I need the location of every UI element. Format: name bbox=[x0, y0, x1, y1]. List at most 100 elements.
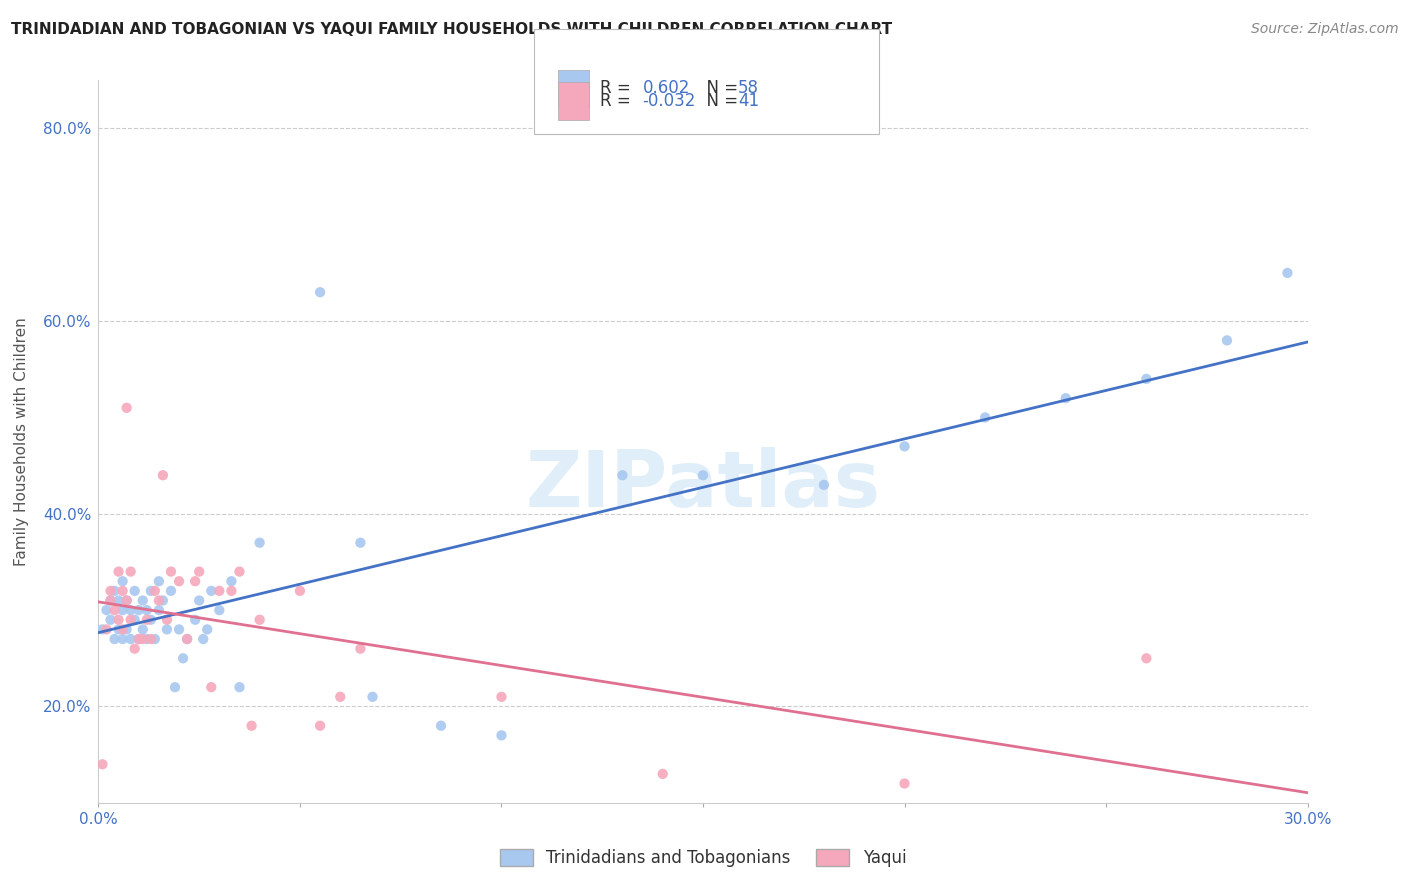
Point bbox=[329, 690, 352, 704]
Point bbox=[193, 632, 215, 646]
Point bbox=[221, 583, 243, 598]
Point bbox=[152, 468, 174, 483]
Point bbox=[228, 680, 250, 694]
Text: N =: N = bbox=[696, 79, 744, 97]
Point bbox=[184, 574, 207, 589]
Point bbox=[107, 623, 129, 637]
Point bbox=[148, 603, 170, 617]
Point bbox=[167, 574, 190, 589]
Point bbox=[612, 468, 634, 483]
Point bbox=[124, 613, 146, 627]
Point bbox=[692, 468, 714, 483]
Point bbox=[349, 641, 371, 656]
Point bbox=[100, 593, 122, 607]
Point bbox=[96, 603, 118, 617]
Text: ZIPatlas: ZIPatlas bbox=[526, 447, 880, 523]
Point bbox=[813, 478, 835, 492]
Point bbox=[148, 593, 170, 607]
Point bbox=[430, 719, 453, 733]
Point bbox=[91, 757, 114, 772]
Point bbox=[135, 603, 157, 617]
Point bbox=[132, 632, 155, 646]
Point bbox=[139, 613, 162, 627]
Point bbox=[115, 593, 138, 607]
Text: 41: 41 bbox=[738, 92, 759, 110]
Point bbox=[176, 632, 198, 646]
Text: 0.602: 0.602 bbox=[643, 79, 690, 97]
Point bbox=[288, 583, 311, 598]
Point bbox=[176, 632, 198, 646]
Text: -0.032: -0.032 bbox=[643, 92, 696, 110]
Point bbox=[128, 632, 150, 646]
Point bbox=[893, 776, 915, 790]
Point bbox=[100, 613, 122, 627]
Point bbox=[124, 583, 146, 598]
Point bbox=[132, 623, 155, 637]
Point bbox=[115, 623, 138, 637]
Point bbox=[491, 728, 513, 742]
Point bbox=[1135, 372, 1157, 386]
Point bbox=[200, 680, 222, 694]
Point bbox=[195, 623, 218, 637]
Point bbox=[208, 603, 231, 617]
Point bbox=[103, 583, 125, 598]
Text: 58: 58 bbox=[738, 79, 759, 97]
Point bbox=[163, 680, 186, 694]
Point bbox=[100, 583, 122, 598]
Point bbox=[103, 632, 125, 646]
Point bbox=[103, 603, 125, 617]
Point bbox=[135, 613, 157, 627]
Point bbox=[361, 690, 384, 704]
Point bbox=[188, 565, 211, 579]
Point bbox=[120, 603, 142, 617]
Point bbox=[1135, 651, 1157, 665]
Point bbox=[249, 613, 271, 627]
Point bbox=[160, 565, 183, 579]
Point bbox=[249, 535, 271, 549]
Y-axis label: Family Households with Children: Family Households with Children bbox=[14, 318, 30, 566]
Point bbox=[111, 603, 134, 617]
Point bbox=[221, 574, 243, 589]
Point bbox=[120, 613, 142, 627]
Point bbox=[107, 613, 129, 627]
Point bbox=[491, 690, 513, 704]
Point bbox=[111, 623, 134, 637]
Point bbox=[120, 565, 142, 579]
Text: Source: ZipAtlas.com: Source: ZipAtlas.com bbox=[1251, 22, 1399, 37]
Point bbox=[167, 623, 190, 637]
Point bbox=[124, 641, 146, 656]
Point bbox=[156, 623, 179, 637]
Point bbox=[96, 623, 118, 637]
Point bbox=[148, 574, 170, 589]
Point bbox=[1054, 391, 1077, 405]
Point bbox=[893, 439, 915, 453]
Point bbox=[100, 593, 122, 607]
Point bbox=[143, 632, 166, 646]
Point bbox=[188, 593, 211, 607]
Point bbox=[156, 613, 179, 627]
Point bbox=[115, 593, 138, 607]
Point bbox=[91, 623, 114, 637]
Point bbox=[974, 410, 997, 425]
Point bbox=[128, 632, 150, 646]
Point bbox=[135, 632, 157, 646]
Text: N =: N = bbox=[696, 92, 744, 110]
Legend: Trinidadians and Tobagonians, Yaqui: Trinidadians and Tobagonians, Yaqui bbox=[494, 842, 912, 874]
Text: R =: R = bbox=[600, 79, 637, 97]
Point bbox=[128, 603, 150, 617]
Point bbox=[107, 565, 129, 579]
Point bbox=[208, 583, 231, 598]
Point bbox=[309, 285, 332, 300]
Point bbox=[143, 583, 166, 598]
Point bbox=[132, 593, 155, 607]
Point bbox=[200, 583, 222, 598]
Point bbox=[111, 583, 134, 598]
Point bbox=[240, 719, 263, 733]
Text: TRINIDADIAN AND TOBAGONIAN VS YAQUI FAMILY HOUSEHOLDS WITH CHILDREN CORRELATION : TRINIDADIAN AND TOBAGONIAN VS YAQUI FAMI… bbox=[11, 22, 893, 37]
Point bbox=[309, 719, 332, 733]
Point bbox=[228, 565, 250, 579]
Point bbox=[1216, 334, 1239, 348]
Point bbox=[120, 632, 142, 646]
Point bbox=[139, 583, 162, 598]
Point bbox=[349, 535, 371, 549]
